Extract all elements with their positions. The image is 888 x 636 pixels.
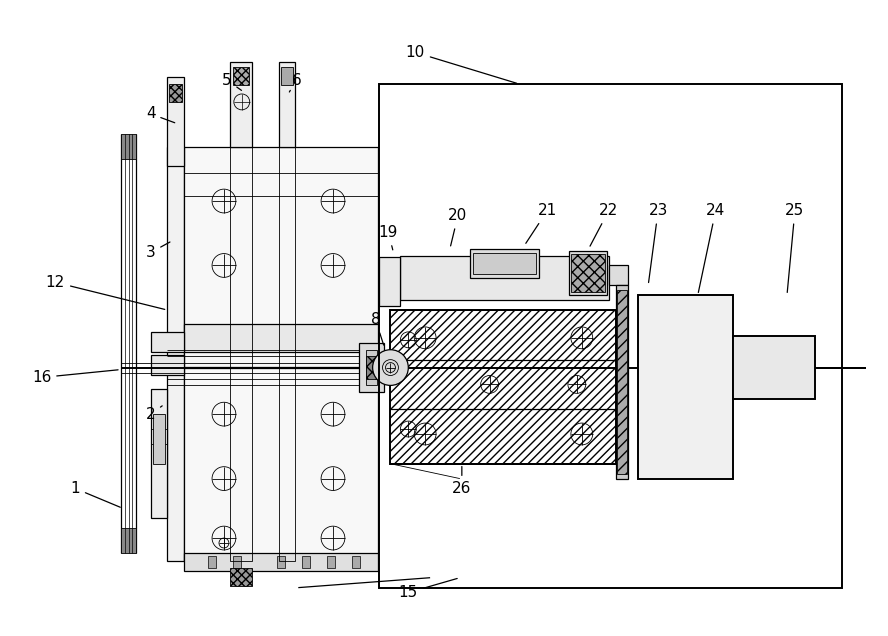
Bar	[153, 414, 165, 464]
Text: 4: 4	[146, 106, 175, 123]
Circle shape	[373, 350, 408, 385]
Bar	[151, 355, 185, 375]
Bar	[378, 84, 843, 588]
Bar	[400, 256, 608, 300]
Bar	[185, 146, 377, 366]
Bar	[280, 62, 296, 146]
Text: 15: 15	[399, 579, 457, 600]
Text: 19: 19	[379, 225, 398, 250]
Text: 1: 1	[70, 481, 120, 508]
Bar	[230, 62, 251, 146]
Text: 16: 16	[32, 370, 118, 385]
Bar	[327, 556, 335, 568]
Bar	[151, 389, 168, 518]
Bar	[280, 146, 296, 366]
Bar	[230, 368, 251, 561]
Bar	[233, 556, 241, 568]
Text: 25: 25	[785, 204, 805, 293]
Bar	[302, 556, 310, 568]
Bar	[121, 134, 136, 160]
Bar	[168, 368, 185, 561]
Bar	[185, 553, 377, 570]
Bar	[638, 295, 733, 478]
Bar	[391, 310, 616, 464]
Text: 3: 3	[146, 242, 170, 260]
Bar	[208, 556, 216, 568]
Text: 6: 6	[289, 73, 301, 92]
Bar	[366, 356, 377, 380]
Bar	[168, 146, 185, 366]
Bar	[280, 368, 296, 561]
Text: 8: 8	[371, 312, 384, 345]
Bar	[571, 254, 605, 292]
Bar	[733, 336, 814, 399]
Bar	[378, 256, 400, 306]
Text: 23: 23	[648, 204, 668, 282]
Bar	[230, 568, 251, 586]
Bar	[616, 286, 629, 478]
Text: 22: 22	[590, 204, 618, 246]
Text: 20: 20	[448, 209, 467, 246]
Text: 26: 26	[452, 466, 472, 496]
Bar	[470, 249, 539, 279]
Bar	[230, 146, 251, 366]
Bar	[168, 77, 185, 167]
Bar	[185, 324, 377, 352]
Text: 5: 5	[222, 73, 242, 90]
Bar	[121, 528, 136, 553]
Text: 2: 2	[146, 406, 163, 422]
Bar	[366, 350, 377, 385]
Bar	[151, 332, 185, 352]
Text: 10: 10	[406, 45, 517, 83]
Text: 24: 24	[698, 204, 725, 293]
Bar	[170, 84, 182, 102]
Text: 12: 12	[46, 275, 165, 309]
Bar	[277, 556, 285, 568]
Bar	[359, 343, 384, 392]
Bar	[472, 252, 536, 274]
Bar	[233, 67, 249, 85]
Bar	[608, 265, 629, 286]
Bar	[569, 251, 607, 295]
Bar	[281, 67, 293, 85]
Text: 21: 21	[526, 204, 557, 244]
Bar	[185, 368, 377, 561]
Bar	[617, 290, 628, 474]
Bar	[352, 556, 360, 568]
